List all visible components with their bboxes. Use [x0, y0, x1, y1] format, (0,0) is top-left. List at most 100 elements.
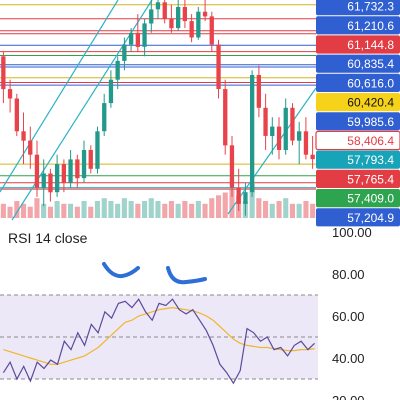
price-label-text: 61,732.3 [347, 0, 394, 14]
price-pane[interactable]: 61,732.3 61,210.6 61,144.8 60,835.4 60,616.0… [0, 0, 400, 227]
candle [176, 0, 181, 31]
rsi-tick-label: 100.00 [332, 225, 372, 240]
volume-bar [175, 203, 181, 218]
volume-bar [94, 201, 100, 218]
candle [122, 37, 127, 71]
candle [209, 11, 214, 52]
volume-bar [0, 203, 6, 218]
volume-bar [88, 206, 94, 218]
volume-bar [289, 203, 295, 218]
candles [1, 0, 315, 216]
candle [229, 136, 235, 197]
checkmark-annotation-1 [102, 262, 140, 279]
volume-bar [61, 203, 67, 218]
volume-bar [135, 203, 141, 218]
rsi-tick-label: 80.00 [332, 267, 365, 282]
volume-bar [41, 203, 47, 218]
volume-bar [168, 201, 174, 218]
rsi-axis-ticks: 100.00 80.00 60.00 40.00 20.00 [332, 225, 372, 400]
volume-bar [256, 198, 262, 218]
volume-bar [195, 201, 201, 218]
candle [28, 126, 33, 169]
price-label-text: 60,616.0 [347, 76, 394, 90]
candle [14, 93, 19, 136]
rsi-line [2, 298, 316, 385]
candle [223, 79, 228, 155]
price-label-text: 57,765.4 [347, 172, 394, 186]
rsi-tick-label: 60.00 [332, 309, 365, 324]
volume-bar [81, 201, 87, 218]
candle [7, 79, 13, 113]
volume-bar [101, 198, 107, 218]
volume-bar [34, 198, 40, 218]
price-label-text: 58,406.4 [347, 134, 394, 148]
volume-bar [162, 203, 168, 218]
volume-bar [229, 189, 235, 218]
rsi-tick-label: 20.00 [332, 393, 365, 400]
volume-bar [182, 201, 188, 218]
volume-bar [21, 203, 27, 218]
candle [243, 182, 248, 216]
candle [75, 154, 80, 188]
volume-bar [209, 198, 215, 218]
candle [34, 140, 40, 197]
volume-bar [249, 184, 255, 218]
volume-bar [148, 198, 154, 218]
candle [61, 159, 66, 193]
candle [95, 126, 100, 174]
volume-bar [276, 201, 282, 218]
price-label-text: 61,210.6 [347, 19, 394, 33]
volume-bar [189, 203, 195, 218]
price-label-text: 57,793.4 [347, 153, 394, 167]
candle [182, 0, 187, 29]
price-label-text: 61,144.8 [347, 38, 394, 52]
volume-bar [296, 203, 302, 218]
volume-bar [68, 203, 74, 218]
candle [236, 168, 241, 211]
candle [303, 117, 309, 160]
price-label: 57,765.4 [316, 169, 400, 188]
rsi-band [0, 295, 318, 379]
candle [102, 93, 107, 136]
price-label: 60,420.4 [316, 93, 400, 112]
price-label-text: 57,204.9 [347, 211, 394, 225]
rsi-tick-label: 40.00 [332, 351, 365, 366]
candle [115, 56, 120, 90]
volume-bar [222, 192, 228, 218]
checkmark-annotation-2 [166, 266, 207, 285]
candle [21, 112, 26, 165]
candle [202, 0, 208, 22]
volume-bar [14, 201, 20, 218]
candle [41, 159, 46, 207]
trendline-ascending-left [0, 0, 119, 193]
candle [108, 70, 114, 108]
rsi-pane[interactable]: RSI 14 close 100.00 80.00 60.00 40.00 20.00 [0, 225, 372, 400]
price-label-text: 60,420.4 [347, 96, 394, 110]
candle [81, 140, 87, 183]
candle [216, 39, 221, 99]
price-label: 57,793.4 [316, 150, 400, 169]
price-label: 60,616.0 [316, 73, 400, 92]
rsi-title: RSI 14 close [8, 230, 88, 246]
hand-drawn-marks [102, 262, 207, 285]
volume-bar [47, 206, 53, 218]
price-label: 61,210.6 [316, 16, 400, 35]
candle [88, 145, 93, 174]
volume-bar [155, 201, 161, 218]
volume-bar [54, 201, 60, 218]
level-lines [0, 4, 316, 190]
price-label: 61,732.3 [316, 0, 400, 16]
volume-bar [310, 203, 316, 218]
volume-bar [128, 201, 134, 218]
volume-bar [269, 203, 275, 218]
price-label: 61,144.8 [316, 35, 400, 54]
candle [270, 117, 275, 155]
volume-bar [263, 201, 269, 218]
candle [290, 103, 295, 146]
candle [149, 0, 154, 33]
candle [48, 168, 53, 202]
candle [276, 117, 282, 160]
candle [1, 51, 6, 104]
price-label: 58,406.4 [315, 130, 400, 151]
